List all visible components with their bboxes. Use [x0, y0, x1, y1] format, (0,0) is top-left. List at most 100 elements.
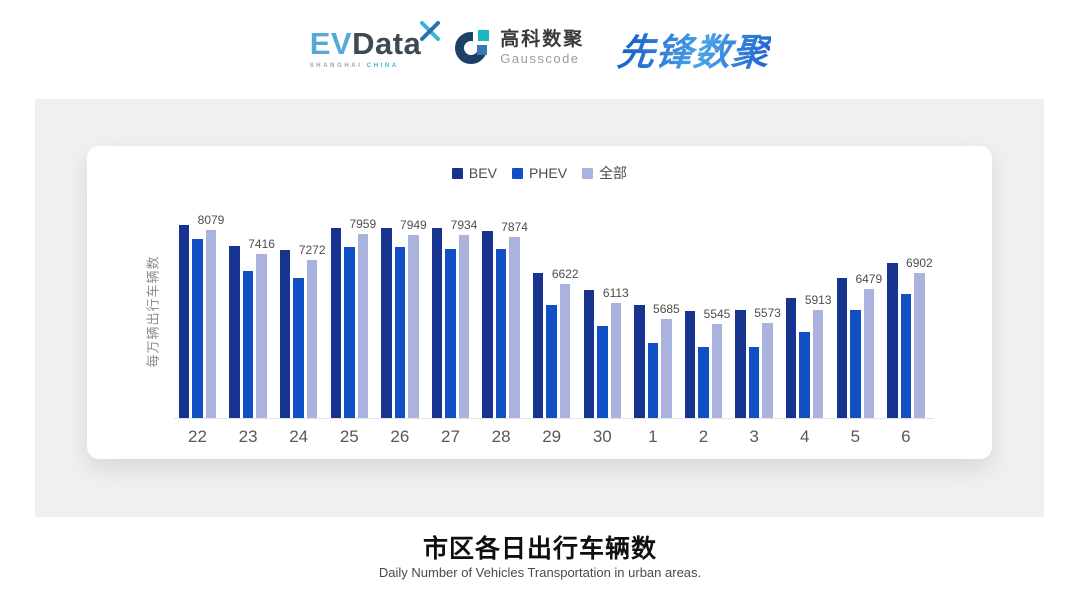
bar-all-24: [306, 259, 318, 418]
legend-item-all[interactable]: 全部: [582, 163, 627, 183]
bar-phev-29: [546, 304, 557, 418]
bar-bev-6: [887, 262, 898, 418]
page-subtitle: Daily Number of Vehicles Transportation …: [378, 565, 702, 580]
x-axis-tick: 25: [339, 427, 359, 446]
x-axis-tick: 4: [799, 427, 810, 446]
bar-all-30: [610, 302, 622, 418]
bar-bev-24: [279, 249, 291, 418]
bar-bev-2: [684, 311, 696, 418]
bar-bev-22: [178, 225, 190, 418]
bar-all-27: [458, 235, 470, 418]
bar-phev-5: [850, 310, 861, 418]
bar-bev-27: [431, 228, 443, 418]
x-axis-tick: 28: [491, 427, 511, 446]
legend-swatch: [582, 167, 594, 179]
header-logos: EVData SHANGHAI CHINA 高科数聚 Gausscode: [0, 0, 1080, 97]
bar-all-4: [812, 310, 824, 418]
x-axis-tick: 5: [850, 427, 861, 446]
evdata-x-icon: [420, 21, 441, 41]
bar-all-26: [408, 234, 419, 418]
bar-bev-25: [330, 227, 342, 418]
x-axis-tick: 2: [698, 427, 709, 446]
bar-chart-plot: 每万辆出行车辆数 8079 22 7416 2 3 7272 24 7959 25 7949 26 7…: [87, 146, 992, 459]
bar-phev-26: [394, 247, 406, 418]
bar-all-29: [559, 283, 571, 418]
legend-swatch: [511, 167, 523, 179]
bar-value-label: 6479: [855, 272, 883, 287]
bar-all-1: [661, 318, 672, 418]
evdata-logo: EVData SHANGHAI CHINA: [310, 21, 441, 69]
x-axis-tick: 22: [188, 427, 207, 446]
bar-value-label: 7874: [501, 220, 528, 235]
x-axis-tick: 27: [441, 427, 460, 446]
chart-card: BEV PHEV 全部 每万辆出行车辆数 8079 22 7416 2 3 7272 24 795…: [87, 146, 992, 459]
bar-phev-2: [698, 347, 709, 418]
chart-panel: BEV PHEV 全部 每万辆出行车辆数 8079 22 7416 2 3 7272 24 795…: [35, 99, 1044, 517]
bar-phev-30: [597, 325, 608, 418]
bar-all-28: [509, 237, 520, 418]
bar-value-label: 8079: [197, 212, 225, 227]
legend-label: BEV: [468, 165, 497, 181]
x-axis-tick: 3: [749, 427, 759, 446]
bar-phev-23: [242, 270, 254, 418]
bar-all-5: [863, 289, 875, 418]
bar-bev-26: [381, 227, 392, 418]
x-axis-tick: 6: [901, 427, 911, 446]
bar-all-3: [762, 322, 773, 418]
xianfeng-brand-text: 先锋数聚: [615, 22, 773, 76]
bar-value-label: 7416: [248, 237, 275, 252]
legend-swatch: [451, 167, 463, 179]
bar-all-25: [357, 234, 369, 418]
bar-phev-1: [647, 343, 659, 418]
gausscode-en-name: Gausscode: [500, 51, 580, 67]
bar-all-6: [914, 273, 925, 418]
bar-value-label: 6622: [551, 266, 579, 281]
legend-item-bev[interactable]: BEV: [451, 165, 497, 181]
evdata-shanghai-text: SHANGHAI: [309, 63, 363, 69]
bar-value-label: 6113: [602, 285, 629, 300]
legend-label: 全部: [599, 165, 628, 181]
legend-item-phev[interactable]: PHEV: [511, 165, 567, 181]
x-axis-tick: 26: [390, 427, 410, 446]
bar-bev-30: [583, 290, 595, 418]
evdata-ev-text: EV: [309, 26, 353, 61]
page-title: 市区各日出行车辆数: [422, 535, 657, 563]
bar-all-22: [205, 229, 217, 418]
bar-bev-4: [785, 298, 797, 418]
y-axis-label: 每万辆出行车辆数: [145, 255, 161, 368]
chart-legend: BEV PHEV 全部: [87, 163, 992, 183]
evdata-data-text: Data: [352, 26, 422, 61]
bar-value-label: 5685: [653, 301, 680, 316]
gausscode-logo: 高科数聚 Gausscode: [455, 29, 585, 67]
x-axis-tick: 24: [289, 427, 309, 446]
bar-value-label: 7959: [349, 217, 377, 232]
x-axis-tick: 29: [542, 427, 562, 446]
bar-all-23: [256, 254, 267, 418]
bar-phev-3: [748, 346, 760, 418]
bar-value-label: 7272: [298, 242, 326, 257]
bar-phev-4: [799, 332, 810, 418]
bar-all-2: [711, 323, 723, 418]
bar-bev-5: [836, 277, 848, 418]
bar-value-label: 5573: [754, 305, 781, 320]
x-axis-tick: 1: [648, 427, 658, 446]
x-axis-tick: 30: [592, 427, 612, 446]
bar-value-label: 7949: [400, 217, 427, 232]
bar-value-label: 7934: [450, 218, 478, 233]
bar-bev-28: [482, 231, 493, 418]
bar-bev-29: [532, 272, 544, 418]
xianfeng-logo: 先锋数聚: [615, 22, 773, 76]
bar-phev-27: [445, 248, 456, 418]
bar-phev-28: [495, 249, 507, 418]
evdata-china-text: CHINA: [366, 63, 399, 69]
bar-phev-6: [900, 293, 912, 418]
bar-value-label: 5545: [703, 306, 731, 321]
evdata-subtext: SHANGHAI CHINA: [310, 63, 399, 69]
bar-value-label: 5913: [804, 293, 832, 308]
evdata-wordmark: EVData: [310, 28, 422, 59]
gausscode-g-icon: [455, 30, 492, 66]
gausscode-cn-name: 高科数聚: [500, 29, 585, 51]
bar-value-label: 6902: [906, 256, 933, 271]
bar-bev-23: [229, 245, 240, 418]
